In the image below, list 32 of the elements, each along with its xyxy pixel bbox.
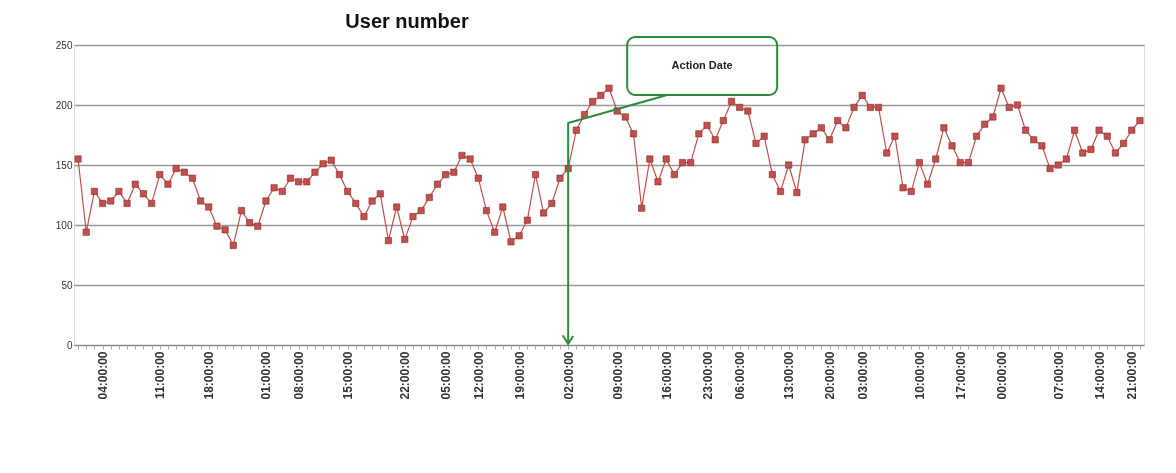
x-tick-label: 02:00:00 (561, 351, 576, 400)
x-tick-label: 07:00:00 (1051, 351, 1066, 400)
x-tick-label: 10:00:00 (912, 351, 927, 400)
x-tick-label: 01:00:00 (259, 351, 274, 400)
x-tick-label: 17:00:00 (953, 351, 968, 400)
x-tick-label: 00:00:00 (994, 351, 1009, 400)
y-tick-label: 50 (61, 279, 73, 291)
chart-title: User number (345, 10, 469, 32)
x-tick-label: 16:00:00 (659, 351, 674, 400)
x-tick-label: 08:00:00 (292, 351, 307, 400)
x-tick-label: 22:00:00 (398, 351, 413, 400)
x-tick-label: 11:00:00 (153, 351, 168, 399)
y-tick-label: 200 (55, 99, 73, 111)
x-tick-label: 06:00:00 (733, 351, 748, 400)
x-tick-label: 15:00:00 (341, 351, 356, 400)
y-tick-label: 0 (66, 339, 73, 351)
x-tick-label: 05:00:00 (439, 351, 454, 400)
x-tick-label: 04:00:00 (96, 351, 111, 400)
y-tick-label: 150 (55, 159, 73, 171)
x-tick-label: 12:00:00 (471, 351, 486, 400)
x-tick-label: 13:00:00 (782, 351, 797, 400)
x-tick-label: 03:00:00 (855, 351, 870, 400)
annotation: Action Date (671, 59, 733, 71)
x-tick-label: 23:00:00 (700, 351, 715, 400)
x-tick-label: 18:00:00 (202, 351, 217, 400)
x-tick-label: 21:00:00 (1125, 351, 1140, 400)
x-tick-label: 14:00:00 (1092, 351, 1107, 400)
y-tick-label: 100 (55, 219, 73, 231)
x-tick-label: 19:00:00 (512, 351, 527, 400)
x-tick-label: 09:00:00 (610, 351, 625, 400)
y-tick-label: 250 (55, 39, 73, 51)
x-tick-label: 20:00:00 (823, 351, 838, 400)
